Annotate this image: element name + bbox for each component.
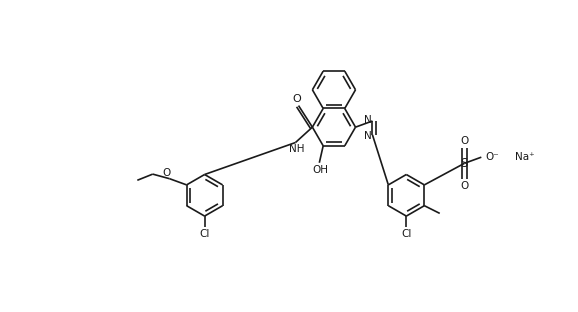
Text: O: O — [162, 168, 171, 178]
Text: O: O — [460, 136, 469, 146]
Text: OH: OH — [313, 165, 329, 175]
Text: O⁻: O⁻ — [485, 152, 499, 162]
Text: N: N — [364, 115, 372, 125]
Text: NH: NH — [289, 144, 305, 154]
Text: N: N — [364, 131, 372, 141]
Text: S: S — [461, 157, 468, 170]
Text: Cl: Cl — [199, 229, 210, 239]
Text: Na⁺: Na⁺ — [514, 152, 534, 162]
Text: O: O — [292, 95, 301, 105]
Text: O: O — [460, 181, 469, 191]
Text: Cl: Cl — [401, 229, 412, 239]
